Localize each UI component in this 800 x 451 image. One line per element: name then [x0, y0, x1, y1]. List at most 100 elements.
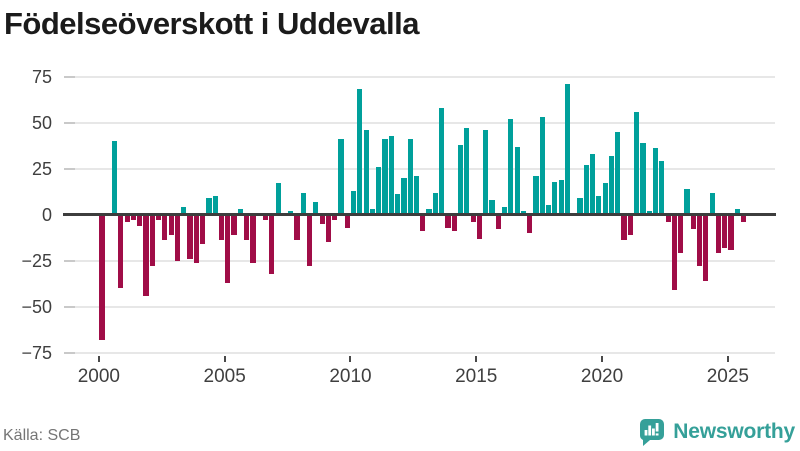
bar	[722, 214, 728, 248]
source-label: Källa: SCB	[3, 427, 81, 444]
bar	[508, 118, 514, 215]
y-axis-label: −75	[21, 342, 52, 363]
bar	[218, 214, 225, 241]
bar	[621, 214, 627, 241]
bar	[640, 142, 646, 215]
brand-logo: Newsworthy	[640, 417, 795, 447]
gridline	[68, 121, 775, 124]
x-axis-label: 2025	[706, 366, 749, 387]
bar	[212, 196, 218, 215]
bar	[608, 155, 615, 215]
gridline	[68, 351, 775, 354]
bar	[545, 205, 552, 215]
bar	[615, 131, 621, 215]
bar	[294, 214, 300, 241]
bar	[646, 211, 652, 215]
bar	[457, 144, 464, 215]
bar	[432, 192, 438, 215]
bar	[690, 214, 696, 230]
x-axis-tick	[601, 356, 604, 362]
x-axis-label: 2010	[329, 366, 372, 387]
bar	[319, 214, 325, 224]
bar	[244, 214, 250, 241]
chart-title: Födelseöverskott i Uddevalla	[4, 6, 419, 41]
bar	[363, 129, 369, 215]
bar	[671, 214, 677, 291]
bar	[659, 161, 665, 215]
bar	[193, 214, 199, 263]
bar	[376, 166, 382, 215]
y-axis-tick	[64, 305, 75, 308]
bar	[369, 209, 376, 215]
bar	[533, 176, 539, 215]
gridline	[68, 305, 775, 308]
bar	[275, 183, 281, 215]
gridline	[68, 75, 775, 78]
bar	[740, 214, 747, 223]
x-axis-label: 2000	[77, 366, 120, 387]
bar	[306, 214, 313, 267]
bar	[583, 164, 589, 215]
bar	[407, 139, 413, 215]
bar	[734, 209, 740, 215]
bar	[111, 141, 118, 215]
bar	[118, 214, 124, 289]
bar	[262, 214, 269, 221]
bar	[634, 111, 640, 215]
bar	[288, 211, 294, 215]
y-axis-tick	[64, 121, 75, 124]
bar	[564, 83, 571, 215]
bar	[552, 181, 558, 215]
y-axis-tick	[64, 75, 75, 78]
bar	[678, 214, 684, 254]
bar	[439, 107, 445, 215]
bar	[156, 214, 162, 221]
bar	[130, 214, 137, 221]
bar	[338, 139, 344, 215]
x-axis-tick	[475, 356, 478, 362]
y-axis-tick	[64, 259, 75, 262]
zero-line	[65, 213, 776, 217]
bar	[602, 183, 608, 215]
bar	[596, 196, 602, 215]
bar	[696, 214, 703, 267]
bar	[627, 214, 633, 235]
bar	[269, 214, 275, 274]
bar	[231, 214, 237, 235]
bar	[413, 176, 420, 215]
bar	[703, 214, 709, 281]
bar	[451, 214, 457, 232]
bar	[325, 214, 332, 243]
bar	[382, 139, 388, 215]
x-axis-tick	[726, 356, 729, 362]
bar	[250, 214, 256, 263]
bar	[514, 146, 520, 215]
y-axis-tick	[64, 167, 75, 170]
newsworthy-icon	[640, 418, 665, 446]
y-axis-label: 50	[31, 112, 52, 133]
bar	[401, 177, 407, 215]
bar	[225, 214, 231, 283]
x-axis-tick	[349, 356, 352, 362]
bar	[684, 188, 690, 215]
bar	[520, 211, 527, 215]
bar	[388, 135, 394, 215]
x-axis-label: 2005	[203, 366, 246, 387]
bar	[709, 192, 715, 215]
bar	[162, 214, 168, 241]
bar	[539, 117, 545, 215]
bar	[237, 209, 243, 215]
bar	[357, 89, 363, 215]
bar	[395, 194, 401, 215]
bar	[168, 214, 174, 235]
bar	[300, 192, 306, 215]
x-axis-label: 2015	[455, 366, 498, 387]
bar	[501, 207, 508, 215]
x-axis-tick	[97, 356, 100, 362]
x-axis-label: 2020	[580, 366, 624, 387]
bar	[200, 214, 206, 245]
bar	[470, 214, 476, 223]
y-axis-label: −25	[21, 250, 52, 271]
